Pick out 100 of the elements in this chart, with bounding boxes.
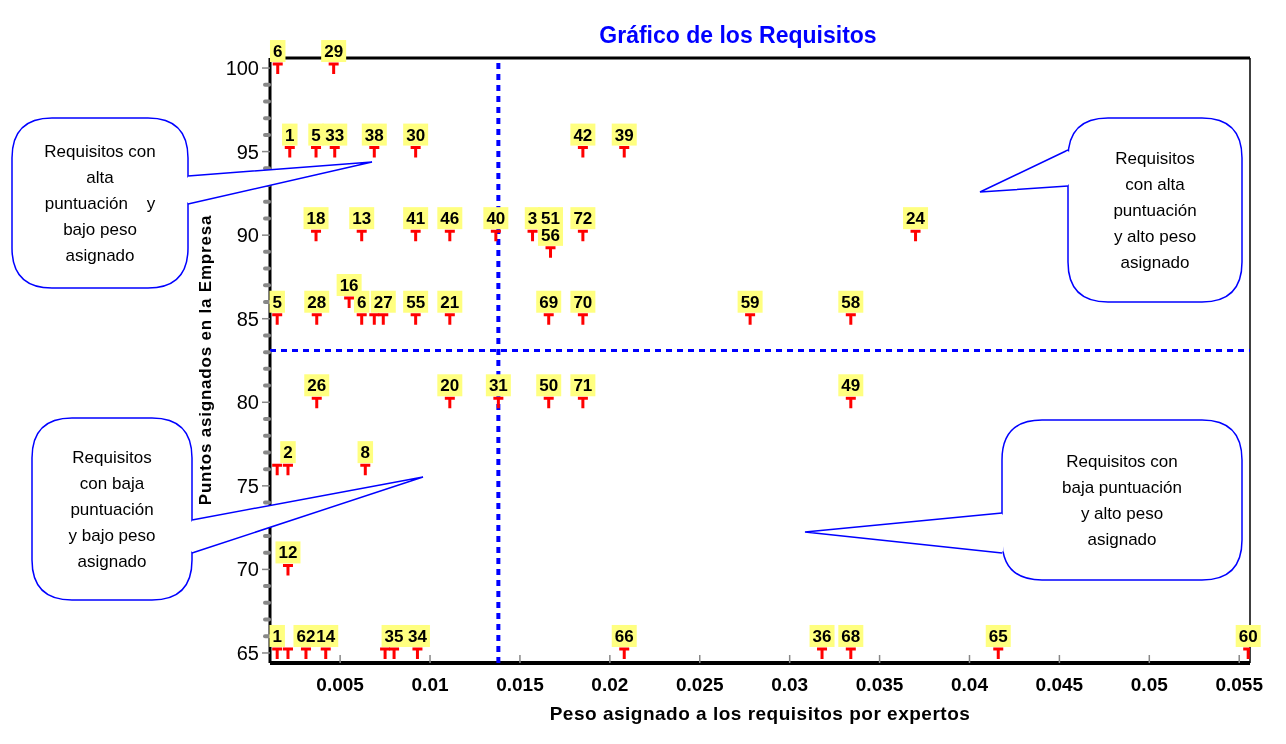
y-tick-label: 65 — [236, 641, 259, 664]
point — [576, 313, 590, 327]
annotation: 69 — [539, 292, 559, 312]
annotation: 59 — [740, 292, 760, 312]
point — [310, 313, 324, 327]
annotation: 72 — [573, 209, 593, 229]
y-tick-label: 90 — [236, 224, 259, 247]
point — [367, 146, 381, 160]
x-tick-label: 0.045 — [1035, 674, 1084, 695]
point — [489, 229, 503, 243]
y-axis-title: Puntos asignados en la Empresa — [196, 214, 216, 506]
annotation: 6 — [273, 42, 283, 62]
annotation: 6 — [356, 292, 367, 312]
annotation: 27 — [373, 292, 393, 312]
annotation: 36 — [812, 626, 832, 646]
point — [342, 296, 356, 310]
y-tick-label: 70 — [236, 558, 259, 581]
annotation: 70 — [573, 292, 593, 312]
annotation: Requisitos con alta puntuación y alto peso asignado — [1113, 149, 1197, 272]
point — [409, 146, 423, 160]
point — [844, 647, 858, 661]
point — [327, 62, 341, 76]
x-tick-label: 0.005 — [316, 674, 365, 695]
point — [544, 246, 558, 260]
point — [576, 229, 590, 243]
annotation: 24 — [906, 209, 926, 229]
annotation: 14 — [316, 626, 336, 646]
x-tick-label: 0.035 — [855, 674, 904, 695]
y-tick-label: 100 — [225, 57, 259, 80]
annotation: 3 — [527, 209, 538, 229]
x-tick-label: 0.04 — [950, 674, 989, 695]
point — [542, 313, 556, 327]
annotation: 42 — [573, 125, 593, 145]
annotation: 40 — [486, 209, 506, 229]
y-tick-label: 75 — [236, 474, 259, 497]
y-tick-label: 80 — [236, 391, 259, 414]
point — [743, 313, 757, 327]
annotation: 33 — [325, 125, 345, 145]
annotation: 5 — [272, 292, 282, 312]
annotation: 55 — [406, 292, 426, 312]
point — [299, 647, 313, 661]
annotation: 35 — [384, 626, 404, 646]
y-tick-label: 95 — [236, 140, 259, 163]
point — [355, 229, 369, 243]
point — [319, 647, 333, 661]
point — [443, 396, 457, 410]
point — [491, 396, 505, 410]
point — [309, 229, 323, 243]
point — [387, 647, 401, 661]
x-axis-title: Peso asignado a los requisitos por expertos — [549, 703, 971, 725]
annotation: 1 — [285, 125, 295, 145]
point — [617, 647, 631, 661]
point — [991, 647, 1005, 661]
annotation: 2 — [283, 443, 293, 463]
point — [844, 313, 858, 327]
point — [358, 463, 372, 477]
point — [281, 563, 295, 577]
annotation: 16 — [339, 276, 359, 296]
point — [815, 647, 829, 661]
annotation: 60 — [1238, 626, 1258, 646]
point — [909, 229, 923, 243]
chart-title: Gráfico de los Requisitos — [599, 22, 877, 48]
point — [410, 647, 424, 661]
annotation: 5 — [311, 125, 321, 145]
annotation: 50 — [539, 376, 559, 396]
annotation: 38 — [364, 125, 384, 145]
annotation: 46 — [440, 209, 460, 229]
y-tick-label: 85 — [236, 307, 259, 330]
annotation: 12 — [278, 543, 298, 563]
point — [576, 146, 590, 160]
point — [617, 146, 631, 160]
annotation: Requisitos con baja puntuación y alto peso asignado — [1061, 452, 1183, 549]
annotation: 49 — [841, 376, 861, 396]
point — [281, 463, 295, 477]
text: Requisitos con baja puntuación y bajo peso asignado — [68, 448, 156, 571]
point — [281, 647, 295, 661]
point — [310, 396, 324, 410]
annotation: 31 — [488, 376, 508, 396]
point — [443, 229, 457, 243]
point — [271, 62, 285, 76]
point — [576, 396, 590, 410]
annotation: 13 — [352, 209, 372, 229]
point — [283, 146, 297, 160]
point — [526, 229, 540, 243]
x-tick-label: 0.02 — [591, 674, 629, 695]
x-tick-label: 0.025 — [675, 674, 724, 695]
x-tick-label: 0.01 — [411, 674, 449, 695]
annotation: 1 — [272, 626, 282, 646]
x-tick-label: 0.05 — [1130, 674, 1169, 695]
annotation: 30 — [406, 125, 426, 145]
annotation: 58 — [841, 292, 861, 312]
text: Requisitos con alta puntuación y bajo peso asignado — [44, 142, 156, 265]
point — [376, 313, 390, 327]
annotation: 41 — [406, 209, 426, 229]
annotation: 21 — [440, 292, 460, 312]
x-tick-label: 0.015 — [496, 674, 545, 695]
annotation: 26 — [307, 376, 327, 396]
annotation: 62 — [296, 626, 316, 646]
point — [844, 396, 858, 410]
annotation: 39 — [614, 125, 634, 145]
